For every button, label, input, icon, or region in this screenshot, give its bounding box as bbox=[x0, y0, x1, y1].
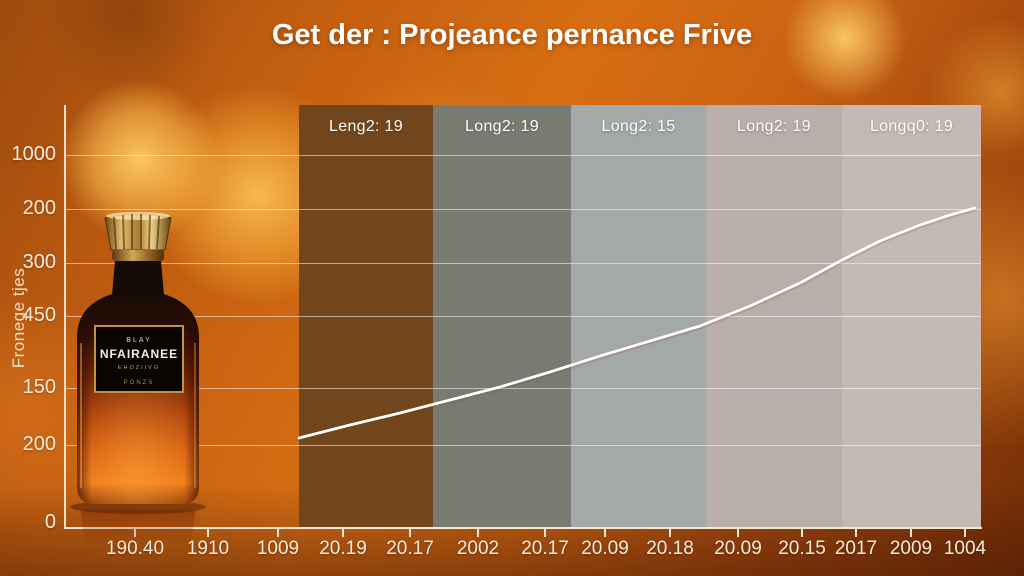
x-tick-label: 20.17 bbox=[386, 538, 434, 559]
x-tick-label: 2002 bbox=[456, 538, 500, 559]
band-label: Longq0: 19 bbox=[869, 118, 954, 135]
y-tick-label: 450 bbox=[22, 304, 56, 326]
gridline bbox=[65, 388, 981, 389]
x-tick-label: 1009 bbox=[256, 538, 300, 559]
x-tick bbox=[207, 529, 209, 537]
x-tick-label: 20.09 bbox=[581, 538, 629, 559]
band-label: Long2: 15 bbox=[601, 118, 676, 135]
x-tick bbox=[669, 529, 671, 537]
x-tick bbox=[134, 529, 136, 537]
band-label: Long2: 19 bbox=[465, 118, 539, 135]
y-axis-title: Fronege tjes bbox=[9, 267, 28, 369]
x-tick bbox=[477, 529, 479, 537]
y-tick-label: 200 bbox=[22, 197, 56, 219]
x-axis-line bbox=[64, 527, 982, 529]
y-tick-label: 0 bbox=[44, 511, 56, 533]
band-label: Long2: 19 bbox=[737, 118, 811, 135]
x-tick-label: 2017 bbox=[834, 538, 878, 559]
x-tick bbox=[910, 529, 912, 537]
x-tick bbox=[342, 529, 344, 537]
x-tick bbox=[409, 529, 411, 537]
band-label: Leng2: 19 bbox=[329, 118, 403, 135]
x-tick-label: 2009 bbox=[889, 538, 933, 559]
x-tick-label: 20.15 bbox=[778, 538, 826, 559]
x-tick-label: 20.17 bbox=[521, 538, 569, 559]
x-tick bbox=[277, 529, 279, 537]
y-tick-label: 300 bbox=[22, 251, 56, 273]
x-tick bbox=[544, 529, 546, 537]
gridline bbox=[65, 209, 981, 210]
x-tick bbox=[737, 529, 739, 537]
y-tick-label: 150 bbox=[22, 376, 56, 398]
x-tick-label: 1004 bbox=[943, 538, 987, 559]
gridline bbox=[65, 263, 981, 264]
y-tick-label: 200 bbox=[22, 433, 56, 455]
gridline bbox=[65, 155, 981, 156]
x-tick-label: 20.18 bbox=[646, 538, 694, 559]
gridline bbox=[65, 445, 981, 446]
x-tick-label: 20.09 bbox=[714, 538, 762, 559]
gridline bbox=[65, 316, 981, 317]
x-tick-label: 20.19 bbox=[319, 538, 367, 559]
y-axis-line bbox=[64, 105, 66, 529]
x-tick bbox=[855, 529, 857, 537]
y-tick-label: 1000 bbox=[11, 143, 57, 165]
x-tick bbox=[604, 529, 606, 537]
page-title: Get der : Projeance pernance Frive bbox=[271, 19, 753, 51]
x-tick-label: 1910 bbox=[186, 538, 230, 559]
x-tick bbox=[801, 529, 803, 537]
x-tick bbox=[964, 529, 966, 537]
